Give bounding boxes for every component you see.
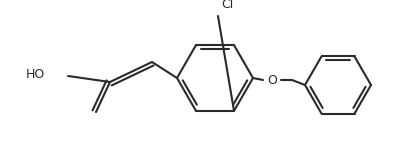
Text: Cl: Cl — [221, 0, 233, 11]
Text: O: O — [267, 73, 277, 86]
Text: HO: HO — [26, 69, 45, 82]
